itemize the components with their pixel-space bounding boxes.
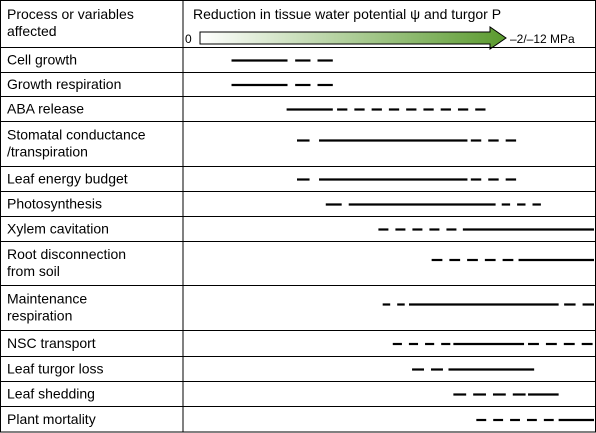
row-leaf-shedding: Leaf shedding <box>7 386 559 402</box>
left-header-title-line2: affected <box>7 23 57 39</box>
row-cell-growth: Cell growth <box>7 52 333 68</box>
row-label: Maintenance <box>7 291 87 307</box>
row-label: Leaf turgor loss <box>7 361 104 377</box>
row-label: Root disconnection <box>7 246 126 262</box>
row-label: Leaf shedding <box>7 386 95 402</box>
water-potential-arrow <box>199 26 507 50</box>
arrow-start-label: 0 <box>185 32 192 46</box>
row-label: respiration <box>7 308 72 324</box>
row-label: ABA release <box>7 101 84 117</box>
row-label: Cell growth <box>7 52 77 68</box>
row-leaf-energy-budget: Leaf energy budget <box>7 171 517 187</box>
arrow-end-label: –2/–12 MPa <box>510 32 575 46</box>
left-header-title-line1: Process or variables <box>7 6 134 22</box>
row-label: Growth respiration <box>7 76 121 92</box>
row-label: from soil <box>7 263 60 279</box>
row-stomatal-conductance: Stomatal conductance/transpiration <box>7 127 517 160</box>
row-nsc-transport: NSC transport <box>7 335 593 351</box>
row-label: Xylem cavitation <box>7 221 109 237</box>
row-label: Photosynthesis <box>7 196 102 212</box>
row-photosynthesis: Photosynthesis <box>7 196 541 212</box>
table-rows: Cell growth Growth respiration ABA release… <box>7 52 594 427</box>
row-label: Stomatal conductance <box>7 127 146 143</box>
row-growth-respiration: Growth respiration <box>7 76 333 92</box>
row-xylem-cavitation: Xylem cavitation <box>7 221 594 237</box>
row-label: Leaf energy budget <box>7 171 128 187</box>
row-leaf-turgor-loss: Leaf turgor loss <box>7 361 535 377</box>
row-plant-mortality: Plant mortality <box>7 411 594 427</box>
gradient-arrow-shape <box>199 26 507 50</box>
row-label: /transpiration <box>7 144 88 160</box>
row-aba-release: ABA release <box>7 101 486 117</box>
row-label: NSC transport <box>7 335 96 351</box>
row-label: Plant mortality <box>7 411 96 427</box>
right-header-title: Reduction in tissue water potential ψ an… <box>193 6 501 22</box>
